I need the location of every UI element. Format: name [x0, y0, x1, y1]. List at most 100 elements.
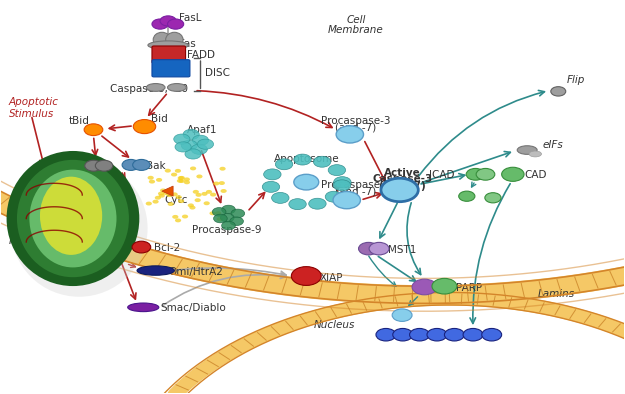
Circle shape	[168, 202, 174, 206]
Circle shape	[156, 178, 162, 182]
Ellipse shape	[168, 84, 186, 91]
Circle shape	[149, 180, 155, 184]
Circle shape	[175, 169, 181, 173]
Circle shape	[213, 182, 219, 186]
Text: PARP: PARP	[456, 283, 482, 293]
Circle shape	[146, 202, 152, 206]
Text: Omi/HtrA2: Omi/HtrA2	[168, 267, 223, 277]
Circle shape	[291, 267, 321, 285]
Circle shape	[294, 154, 311, 165]
Circle shape	[190, 167, 196, 170]
Ellipse shape	[11, 160, 147, 297]
Text: eIFs: eIFs	[542, 140, 564, 151]
Text: XIAP: XIAP	[320, 273, 344, 283]
Text: Procaspase-3: Procaspase-3	[321, 180, 391, 190]
Circle shape	[198, 139, 214, 149]
Ellipse shape	[518, 146, 537, 154]
Circle shape	[160, 188, 166, 192]
Text: Mitochondrion: Mitochondrion	[9, 236, 83, 246]
Text: DISC: DISC	[206, 68, 231, 78]
Circle shape	[178, 199, 184, 203]
Circle shape	[432, 279, 457, 294]
Circle shape	[173, 215, 178, 219]
Circle shape	[222, 221, 236, 230]
Circle shape	[84, 124, 102, 136]
Circle shape	[221, 214, 234, 222]
Circle shape	[166, 193, 172, 197]
Ellipse shape	[29, 169, 116, 268]
Circle shape	[179, 179, 185, 183]
Circle shape	[219, 167, 226, 171]
Circle shape	[313, 156, 331, 167]
Text: Bcl-2: Bcl-2	[154, 243, 180, 253]
Text: FasL: FasL	[179, 13, 201, 23]
Circle shape	[177, 179, 183, 183]
Circle shape	[336, 126, 364, 143]
Circle shape	[214, 214, 228, 223]
Circle shape	[171, 173, 177, 177]
Circle shape	[459, 191, 475, 201]
Circle shape	[133, 119, 156, 134]
Circle shape	[132, 241, 151, 253]
FancyBboxPatch shape	[152, 59, 190, 77]
Text: Membrane: Membrane	[328, 24, 384, 35]
Circle shape	[328, 165, 346, 176]
Circle shape	[325, 191, 342, 202]
Circle shape	[148, 176, 154, 180]
Circle shape	[309, 198, 326, 209]
Ellipse shape	[17, 160, 129, 277]
Circle shape	[276, 159, 292, 170]
Circle shape	[502, 167, 524, 181]
Circle shape	[412, 279, 437, 295]
Circle shape	[444, 329, 464, 341]
Text: Bid: Bid	[151, 114, 168, 124]
Circle shape	[176, 195, 182, 199]
Circle shape	[201, 192, 208, 196]
Circle shape	[192, 190, 199, 194]
Circle shape	[206, 190, 212, 194]
Circle shape	[155, 196, 161, 200]
Text: Lamins: Lamins	[538, 289, 575, 299]
Circle shape	[184, 180, 190, 184]
Circle shape	[191, 144, 208, 154]
Ellipse shape	[148, 41, 188, 50]
Circle shape	[476, 169, 495, 180]
Circle shape	[215, 211, 221, 215]
Text: Fas: Fas	[179, 39, 196, 48]
Circle shape	[392, 329, 412, 341]
Circle shape	[369, 242, 389, 255]
Circle shape	[333, 191, 361, 209]
Text: Active: Active	[384, 168, 421, 178]
Circle shape	[217, 217, 223, 221]
Ellipse shape	[137, 266, 174, 275]
Circle shape	[171, 192, 177, 196]
Circle shape	[392, 309, 412, 322]
Circle shape	[189, 206, 196, 210]
Circle shape	[209, 211, 216, 215]
Circle shape	[177, 176, 184, 180]
Text: Bax: Bax	[56, 161, 76, 171]
Circle shape	[168, 19, 184, 29]
Ellipse shape	[40, 177, 102, 255]
Text: MST1: MST1	[388, 245, 417, 255]
Polygon shape	[162, 186, 173, 196]
Circle shape	[333, 180, 351, 191]
Circle shape	[181, 140, 198, 151]
Text: Apoptosome: Apoptosome	[274, 154, 339, 164]
Ellipse shape	[146, 84, 165, 91]
Circle shape	[152, 19, 168, 29]
Circle shape	[182, 215, 188, 219]
Circle shape	[163, 191, 169, 195]
Text: tBid: tBid	[69, 116, 89, 126]
Circle shape	[158, 191, 164, 195]
Circle shape	[334, 177, 351, 188]
Circle shape	[194, 198, 201, 202]
Circle shape	[376, 329, 396, 341]
Circle shape	[152, 200, 159, 204]
Circle shape	[231, 209, 244, 218]
Circle shape	[272, 192, 289, 203]
Circle shape	[482, 329, 502, 341]
Text: FADD: FADD	[187, 50, 215, 60]
Text: Smac/Diablo: Smac/Diablo	[160, 303, 226, 314]
Text: Bak: Bak	[146, 161, 166, 171]
